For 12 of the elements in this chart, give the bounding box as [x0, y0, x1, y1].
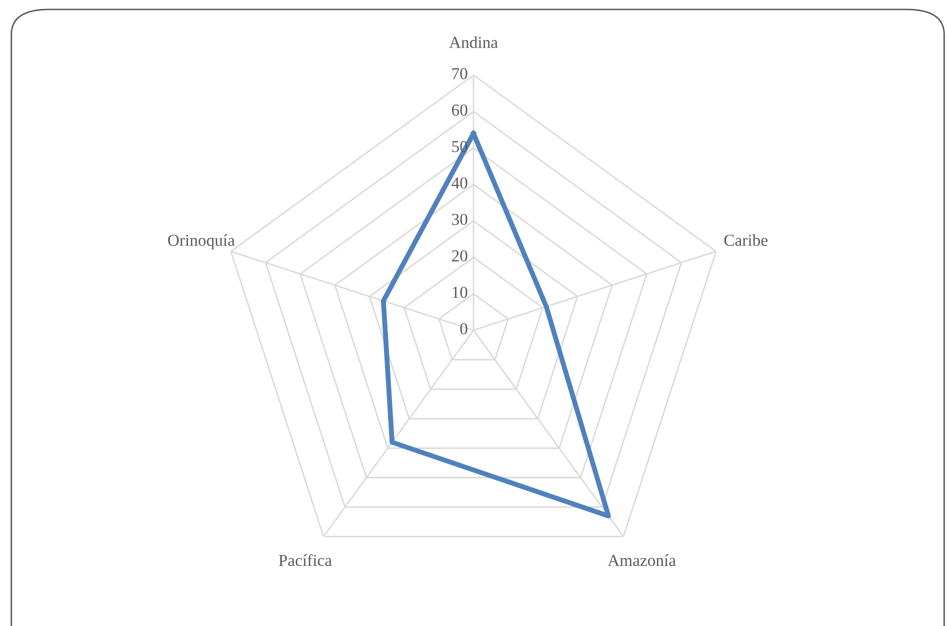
y-tick-label: 30: [452, 214, 468, 226]
y-tick-label: 70: [452, 68, 468, 80]
y-tick-label: 20: [452, 250, 468, 262]
spoke-label: Orinoquía: [168, 234, 235, 250]
y-tick-label: 10: [452, 286, 468, 298]
y-tick-label: 60: [452, 104, 468, 116]
spoke-label: Caribe: [724, 234, 768, 246]
spoke-label: Amazonía: [608, 554, 676, 566]
y-tick-label: 0: [460, 323, 468, 334]
y-tick-label: 40: [452, 177, 468, 189]
spoke-label: Andina: [449, 36, 498, 48]
spoke-label: Pacífica: [278, 554, 332, 566]
